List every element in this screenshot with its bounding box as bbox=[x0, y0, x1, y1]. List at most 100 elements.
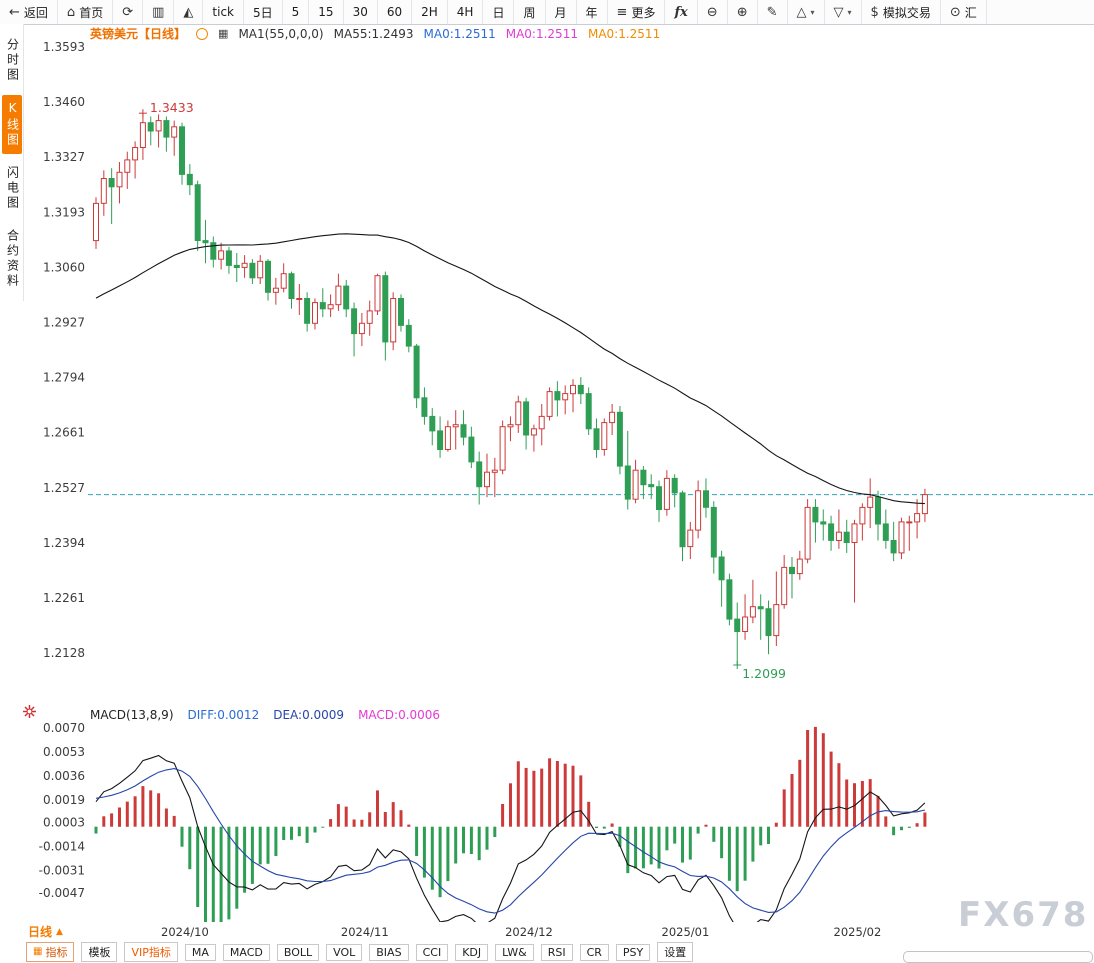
tab-bias[interactable]: BIAS bbox=[369, 943, 409, 961]
toolbar-week[interactable]: 周 bbox=[514, 0, 546, 24]
tab-boll[interactable]: BOLL bbox=[276, 943, 320, 961]
svg-text:-0.0047: -0.0047 bbox=[39, 886, 85, 900]
toolbar-m60[interactable]: 60 bbox=[378, 0, 413, 24]
sidebar-item-time-chart[interactable]: 分时图 bbox=[5, 38, 20, 83]
ma-settings-label: MA1(55,0,0,0) bbox=[238, 26, 324, 41]
tab-lwr[interactable]: LW& bbox=[495, 943, 534, 961]
svg-text:1.2927: 1.2927 bbox=[43, 315, 85, 329]
tab-ma[interactable]: MA bbox=[184, 943, 216, 961]
svg-text:1.2128: 1.2128 bbox=[43, 646, 85, 660]
toolbar-hui[interactable]: ⊙ 汇 bbox=[941, 0, 987, 24]
x-axis-label: 2025/02 bbox=[833, 925, 882, 939]
symbol-title: 英镑美元【日线】 bbox=[90, 25, 186, 42]
ma55-value: MA55:1.2493 bbox=[333, 26, 414, 41]
tab-cr-label: CR bbox=[586, 945, 602, 959]
dea-line bbox=[95, 768, 926, 914]
macd-chart[interactable]: 0.0070 0.0053 0.0036 0.0019 0.0003 -0.0014 -0.… bbox=[24, 706, 1094, 922]
symbol-settings-icon[interactable] bbox=[196, 27, 209, 40]
dollar-icon: $ bbox=[870, 4, 879, 20]
tab-templates[interactable]: 模板 bbox=[81, 942, 118, 962]
period-selector[interactable]: 日线 ▲ bbox=[28, 923, 63, 940]
sidebar-item-contract-info[interactable]: 合约资料 bbox=[5, 229, 20, 289]
toolbar-back-label: 返回 bbox=[23, 5, 48, 20]
toolbar-tick[interactable]: tick bbox=[203, 0, 244, 24]
tab-kdj[interactable]: KDJ bbox=[455, 943, 489, 961]
zoom-in-icon: ⊕ bbox=[736, 4, 748, 20]
y-axis-labels: 1.3593 1.3460 1.3327 1.3193 1.3060 1.2927 1.27… bbox=[43, 40, 85, 660]
caret-down-icon: ▾ bbox=[810, 7, 815, 17]
toolbar-draw[interactable]: ✎ bbox=[758, 0, 788, 24]
toolbar-tick-label: tick bbox=[212, 5, 234, 19]
tab-macd[interactable]: MACD bbox=[222, 943, 270, 961]
macd-header: MACD(13,8,9) DIFF:0.0012 DEA:0.0009 MACD… bbox=[90, 708, 440, 722]
toolbar-fx[interactable]: fx bbox=[665, 0, 698, 24]
toolbar-5d[interactable]: 5日 bbox=[244, 0, 283, 24]
sidebar-item-lightning-chart[interactable]: 闪电图 bbox=[5, 166, 20, 211]
svg-text:1.3327: 1.3327 bbox=[43, 150, 85, 164]
toolbar-sim-trade[interactable]: $ 模拟交易 bbox=[862, 0, 941, 24]
tab-vol[interactable]: VOL bbox=[326, 943, 363, 961]
toolbar-h2[interactable]: 2H bbox=[412, 0, 448, 24]
indicator-settings-icon[interactable] bbox=[22, 704, 37, 723]
svg-text:0.0019: 0.0019 bbox=[43, 793, 85, 807]
tab-macd-label: MACD bbox=[229, 945, 263, 959]
toolbar-year[interactable]: 年 bbox=[577, 0, 608, 24]
candles-layer bbox=[93, 113, 928, 665]
triangle-down-icon: ▽ bbox=[833, 4, 844, 20]
tab-vip-indicators[interactable]: VIP指标 bbox=[124, 942, 178, 962]
toolbar-refresh[interactable]: ⟳ bbox=[113, 0, 144, 24]
tab-cci[interactable]: CCI bbox=[415, 943, 449, 961]
toolbar-day[interactable]: 日 bbox=[483, 0, 515, 24]
tab-indicators[interactable]: ▦ 指标 bbox=[26, 942, 75, 962]
tab-ma-label: MA bbox=[191, 945, 209, 959]
toolbar-home[interactable]: ⌂ 首页 bbox=[58, 0, 114, 24]
horizontal-scrollbar[interactable] bbox=[903, 951, 1093, 963]
left-sidebar: 分时图 K线图闪电图合约资料 bbox=[0, 24, 24, 301]
toolbar-line-chart[interactable]: ◭ bbox=[174, 0, 204, 24]
toolbar-back[interactable]: ← 返回 bbox=[0, 0, 58, 24]
tab-rsi[interactable]: RSI bbox=[540, 943, 573, 961]
ma55-line bbox=[95, 233, 925, 505]
tab-cci-label: CCI bbox=[422, 945, 442, 959]
period-selector-label: 日线 bbox=[28, 925, 53, 939]
toolbar-m30[interactable]: 30 bbox=[344, 0, 378, 24]
tab-vip-indicators-label: VIP指标 bbox=[131, 946, 171, 959]
tab-kdj-label: KDJ bbox=[462, 945, 482, 959]
toolbar-sim-trade-label: 模拟交易 bbox=[882, 5, 931, 20]
toolbar-more[interactable]: ≡ 更多 bbox=[608, 0, 666, 24]
toolbar-zoom-out[interactable]: ⊖ bbox=[698, 0, 728, 24]
toolbar-m5[interactable]: 5 bbox=[283, 0, 310, 24]
ma-config-icon[interactable]: ▦ bbox=[218, 27, 229, 40]
toolbar-shape-down[interactable]: ▽ ▾ bbox=[825, 0, 862, 24]
toolbar-day-label: 日 bbox=[492, 5, 505, 20]
toolbar-bar-chart[interactable]: ▥ bbox=[143, 0, 175, 24]
tab-psy[interactable]: PSY bbox=[615, 943, 651, 961]
main-candlestick-chart[interactable]: 1.3593 1.3460 1.3327 1.3193 1.3060 1.2927 1.27… bbox=[24, 38, 1094, 706]
globe-icon: ⊙ bbox=[949, 4, 961, 20]
macd-histogram-layer bbox=[94, 726, 927, 922]
sidebar-item-kline-chart[interactable]: K线图 bbox=[1, 95, 22, 154]
toolbar-m15[interactable]: 15 bbox=[309, 0, 344, 24]
toolbar-h2-label: 2H bbox=[421, 5, 438, 19]
svg-text:-0.0031: -0.0031 bbox=[39, 863, 85, 877]
toolbar-week-label: 周 bbox=[523, 5, 536, 20]
toolbar-zoom-in[interactable]: ⊕ bbox=[728, 0, 758, 24]
toolbar-shape-up[interactable]: △ ▾ bbox=[788, 0, 825, 24]
tab-settings[interactable]: 设置 bbox=[657, 942, 694, 962]
toolbar-h4-label: 4H bbox=[456, 5, 474, 19]
toolbar-h4[interactable]: 4H bbox=[448, 0, 484, 24]
chart-header: 英镑美元【日线】 ▦ MA1(55,0,0,0) MA55:1.2493 MA0… bbox=[90, 25, 660, 42]
high-price-label: 1.3433 bbox=[150, 100, 194, 115]
tab-settings-label: 设置 bbox=[664, 946, 687, 959]
macd-params: MACD(13,8,9) bbox=[90, 708, 174, 722]
svg-text:1.2527: 1.2527 bbox=[43, 481, 85, 495]
tab-cr[interactable]: CR bbox=[579, 943, 609, 961]
toolbar-more-label: 更多 bbox=[631, 5, 656, 20]
toolbar-month[interactable]: 月 bbox=[546, 0, 577, 24]
caret-up-icon: ▲ bbox=[56, 926, 63, 937]
x-axis-label: 2025/01 bbox=[661, 925, 710, 939]
back-arrow-icon: ← bbox=[9, 4, 20, 20]
svg-text:0.0053: 0.0053 bbox=[43, 745, 85, 759]
x-axis-label: 2024/12 bbox=[505, 925, 553, 939]
